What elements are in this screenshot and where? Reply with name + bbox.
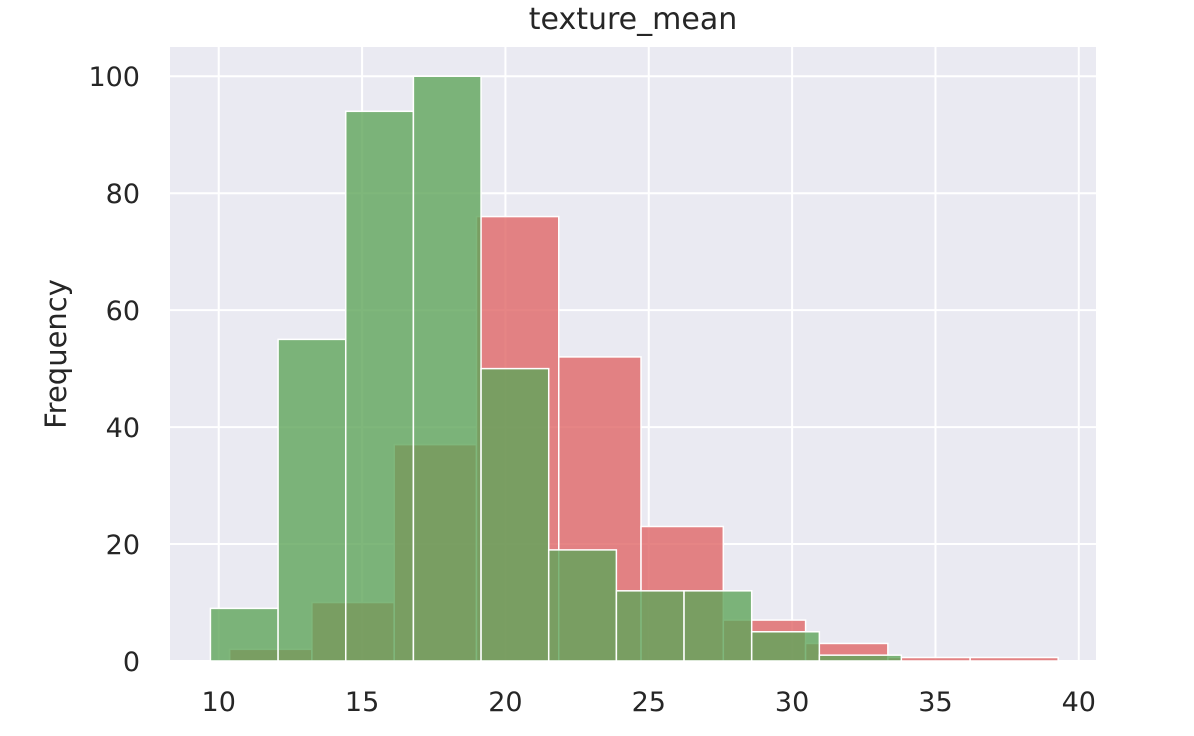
histogram-bar — [818, 654, 903, 662]
x-tick-label: 15 — [345, 687, 379, 718]
histogram-bar — [547, 549, 618, 662]
y-axis-label: Frequency — [39, 279, 73, 429]
histogram-bar — [969, 656, 1059, 662]
histogram-bar — [277, 338, 347, 662]
x-tick-label: 25 — [632, 687, 666, 718]
histogram-bar — [412, 75, 482, 662]
y-tick-label: 0 — [123, 647, 140, 678]
y-tick-labels: 0 20 40 60 80 100 — [88, 62, 140, 678]
x-tick-label: 30 — [775, 687, 809, 718]
y-tick-label: 40 — [106, 413, 140, 444]
x-tick-label: 20 — [488, 687, 522, 718]
histogram-bar — [615, 590, 685, 662]
histogram-bar — [683, 590, 753, 662]
x-tick-label: 35 — [918, 687, 952, 718]
x-tick-label: 40 — [1062, 687, 1096, 718]
y-tick-label: 100 — [88, 62, 140, 93]
histogram-bar — [209, 607, 279, 662]
bars — [209, 75, 1059, 662]
chart-title: texture_mean — [529, 2, 737, 37]
y-tick-label: 80 — [106, 179, 140, 210]
y-tick-label: 20 — [106, 530, 140, 561]
y-tick-label: 60 — [106, 296, 140, 327]
histogram-bar — [750, 631, 821, 662]
histogram-bar — [480, 367, 550, 662]
x-tick-labels: 10 15 20 25 30 35 40 — [202, 687, 1096, 718]
x-tick-label: 10 — [202, 687, 236, 718]
histogram-bar — [344, 110, 415, 662]
